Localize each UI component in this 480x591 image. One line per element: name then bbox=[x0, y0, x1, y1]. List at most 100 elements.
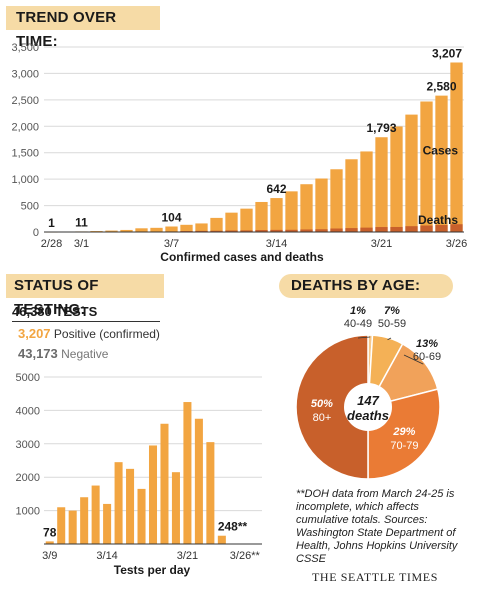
trend-death-bar bbox=[300, 229, 313, 232]
donut-hole bbox=[344, 383, 392, 431]
trend-death-bar bbox=[195, 230, 208, 232]
trend-case-bar bbox=[420, 101, 433, 232]
trend-case-bar bbox=[150, 227, 163, 232]
trend-ytick-label: 3,000 bbox=[11, 68, 39, 80]
trend-death-bar bbox=[345, 228, 358, 232]
trend-case-bar bbox=[285, 191, 298, 232]
age-title: DEATHS BY AGE: bbox=[279, 274, 453, 298]
trend-xtick-label: 3/21 bbox=[371, 238, 392, 250]
trend-case-bar bbox=[225, 212, 238, 232]
tests-negative-label: Negative bbox=[61, 347, 109, 361]
tests-bar bbox=[126, 468, 135, 544]
age-slice-percent: 13% bbox=[416, 338, 438, 350]
donut-center-label: deaths bbox=[347, 408, 389, 423]
trend-case-bar bbox=[120, 229, 133, 232]
trend-ytick-label: 2,000 bbox=[11, 121, 39, 133]
tests-bar bbox=[57, 507, 66, 544]
trend-death-bar bbox=[255, 230, 268, 232]
trend-death-bar bbox=[270, 229, 283, 232]
age-slice-label: 40-49 bbox=[344, 318, 372, 330]
tests-bar bbox=[160, 423, 169, 544]
age-slice-label: 60-69 bbox=[413, 351, 441, 363]
tests-positive: 3,207 Positive (confirmed) bbox=[18, 326, 160, 341]
donut-center-value: 147 bbox=[357, 393, 379, 408]
tests-data-label: 78 bbox=[43, 525, 57, 539]
tests-bar bbox=[137, 488, 146, 544]
trend-case-bar bbox=[300, 184, 313, 232]
trend-death-bar bbox=[240, 230, 253, 232]
tests-positive-value: 3,207 bbox=[18, 326, 51, 341]
trend-case-bar bbox=[195, 223, 208, 232]
trend-ytick-label: 0 bbox=[33, 227, 39, 239]
trend-ytick-label: 1,000 bbox=[11, 174, 39, 186]
tests-bar bbox=[103, 503, 112, 544]
tests-bar bbox=[217, 535, 226, 544]
trend-case-bar bbox=[450, 62, 463, 232]
tests-bar bbox=[45, 541, 54, 544]
trend-death-bar bbox=[225, 230, 238, 232]
age-leader-line bbox=[357, 336, 371, 339]
trend-case-bar bbox=[345, 159, 358, 232]
age-slice-percent: 7% bbox=[384, 305, 400, 317]
tests-bar bbox=[171, 472, 180, 544]
trend-death-bar bbox=[420, 225, 433, 232]
tests-bar bbox=[114, 462, 123, 544]
trend-xtick-label: 3/26 bbox=[446, 238, 467, 250]
trend-case-bar bbox=[270, 198, 283, 232]
trend-death-bar bbox=[435, 225, 448, 232]
trend-case-bar bbox=[240, 208, 253, 232]
trend-death-bar bbox=[285, 229, 298, 232]
trend-case-bar bbox=[210, 217, 223, 232]
tests-negative: 43,173 Negative bbox=[18, 346, 108, 361]
tests-data-label: 248** bbox=[218, 520, 248, 534]
trend-case-bar bbox=[165, 226, 178, 232]
trend-case-bar bbox=[405, 114, 418, 232]
trend-case-bar bbox=[360, 151, 373, 232]
tests-bar bbox=[183, 402, 192, 544]
trend-xtick-label: 3/7 bbox=[164, 238, 179, 250]
tests-ytick-label: 2000 bbox=[16, 472, 40, 484]
trend-death-bar bbox=[390, 226, 403, 232]
trend-death-bar bbox=[360, 227, 373, 232]
trend-case-bar bbox=[105, 230, 118, 232]
age-leader-line bbox=[403, 354, 424, 365]
trend-x-axis-label: Confirmed cases and deaths bbox=[160, 250, 324, 264]
credit: THE SEATTLE TIMES bbox=[312, 570, 438, 584]
trend-death-bar bbox=[405, 226, 418, 232]
tests-bar bbox=[80, 497, 89, 544]
age-slice-label: 70-79 bbox=[390, 440, 418, 452]
tests-negative-value: 43,173 bbox=[18, 346, 58, 361]
trend-case-bar bbox=[135, 228, 148, 232]
trend-ytick-label: 1,500 bbox=[11, 148, 39, 160]
tests-ytick-label: 3000 bbox=[16, 439, 40, 451]
tests-bar bbox=[91, 485, 100, 544]
tests-bar bbox=[148, 445, 158, 544]
tests-ytick-label: 1000 bbox=[16, 506, 40, 518]
trend-death-bar bbox=[330, 228, 343, 232]
age-slice bbox=[295, 334, 369, 480]
tests-xtick-label: 3/21 bbox=[177, 550, 198, 562]
age-slice-percent: 1% bbox=[350, 305, 366, 317]
age-slice-label: 80+ bbox=[313, 412, 332, 424]
trend-case-bar bbox=[435, 95, 448, 232]
age-slice-label: 50-59 bbox=[378, 318, 406, 330]
trend-data-label: 642 bbox=[266, 182, 286, 196]
status-title: STATUS OF TESTING: bbox=[6, 274, 164, 318]
trend-data-label: 104 bbox=[161, 211, 181, 225]
tests-ytick-label: 5000 bbox=[16, 372, 40, 384]
legend-deaths: Deaths bbox=[418, 213, 458, 227]
tests-total: 46,380 TESTS bbox=[12, 304, 160, 322]
tests-ytick-label: 4000 bbox=[16, 405, 40, 417]
trend-xtick-label: 2/28 bbox=[41, 238, 62, 250]
tests-xtick-label: 3/9 bbox=[42, 550, 57, 562]
trend-xtick-label: 3/1 bbox=[74, 238, 89, 250]
trend-ytick-label: 500 bbox=[21, 201, 39, 213]
legend-cases: Cases bbox=[423, 144, 459, 158]
tests-bar bbox=[68, 510, 77, 544]
trend-xtick-label: 3/14 bbox=[266, 238, 287, 250]
trend-data-label: 2,580 bbox=[426, 80, 456, 94]
trend-data-label: 11 bbox=[75, 215, 88, 229]
tests-positive-label: Positive (confirmed) bbox=[53, 327, 160, 341]
trend-case-bar bbox=[390, 126, 403, 232]
